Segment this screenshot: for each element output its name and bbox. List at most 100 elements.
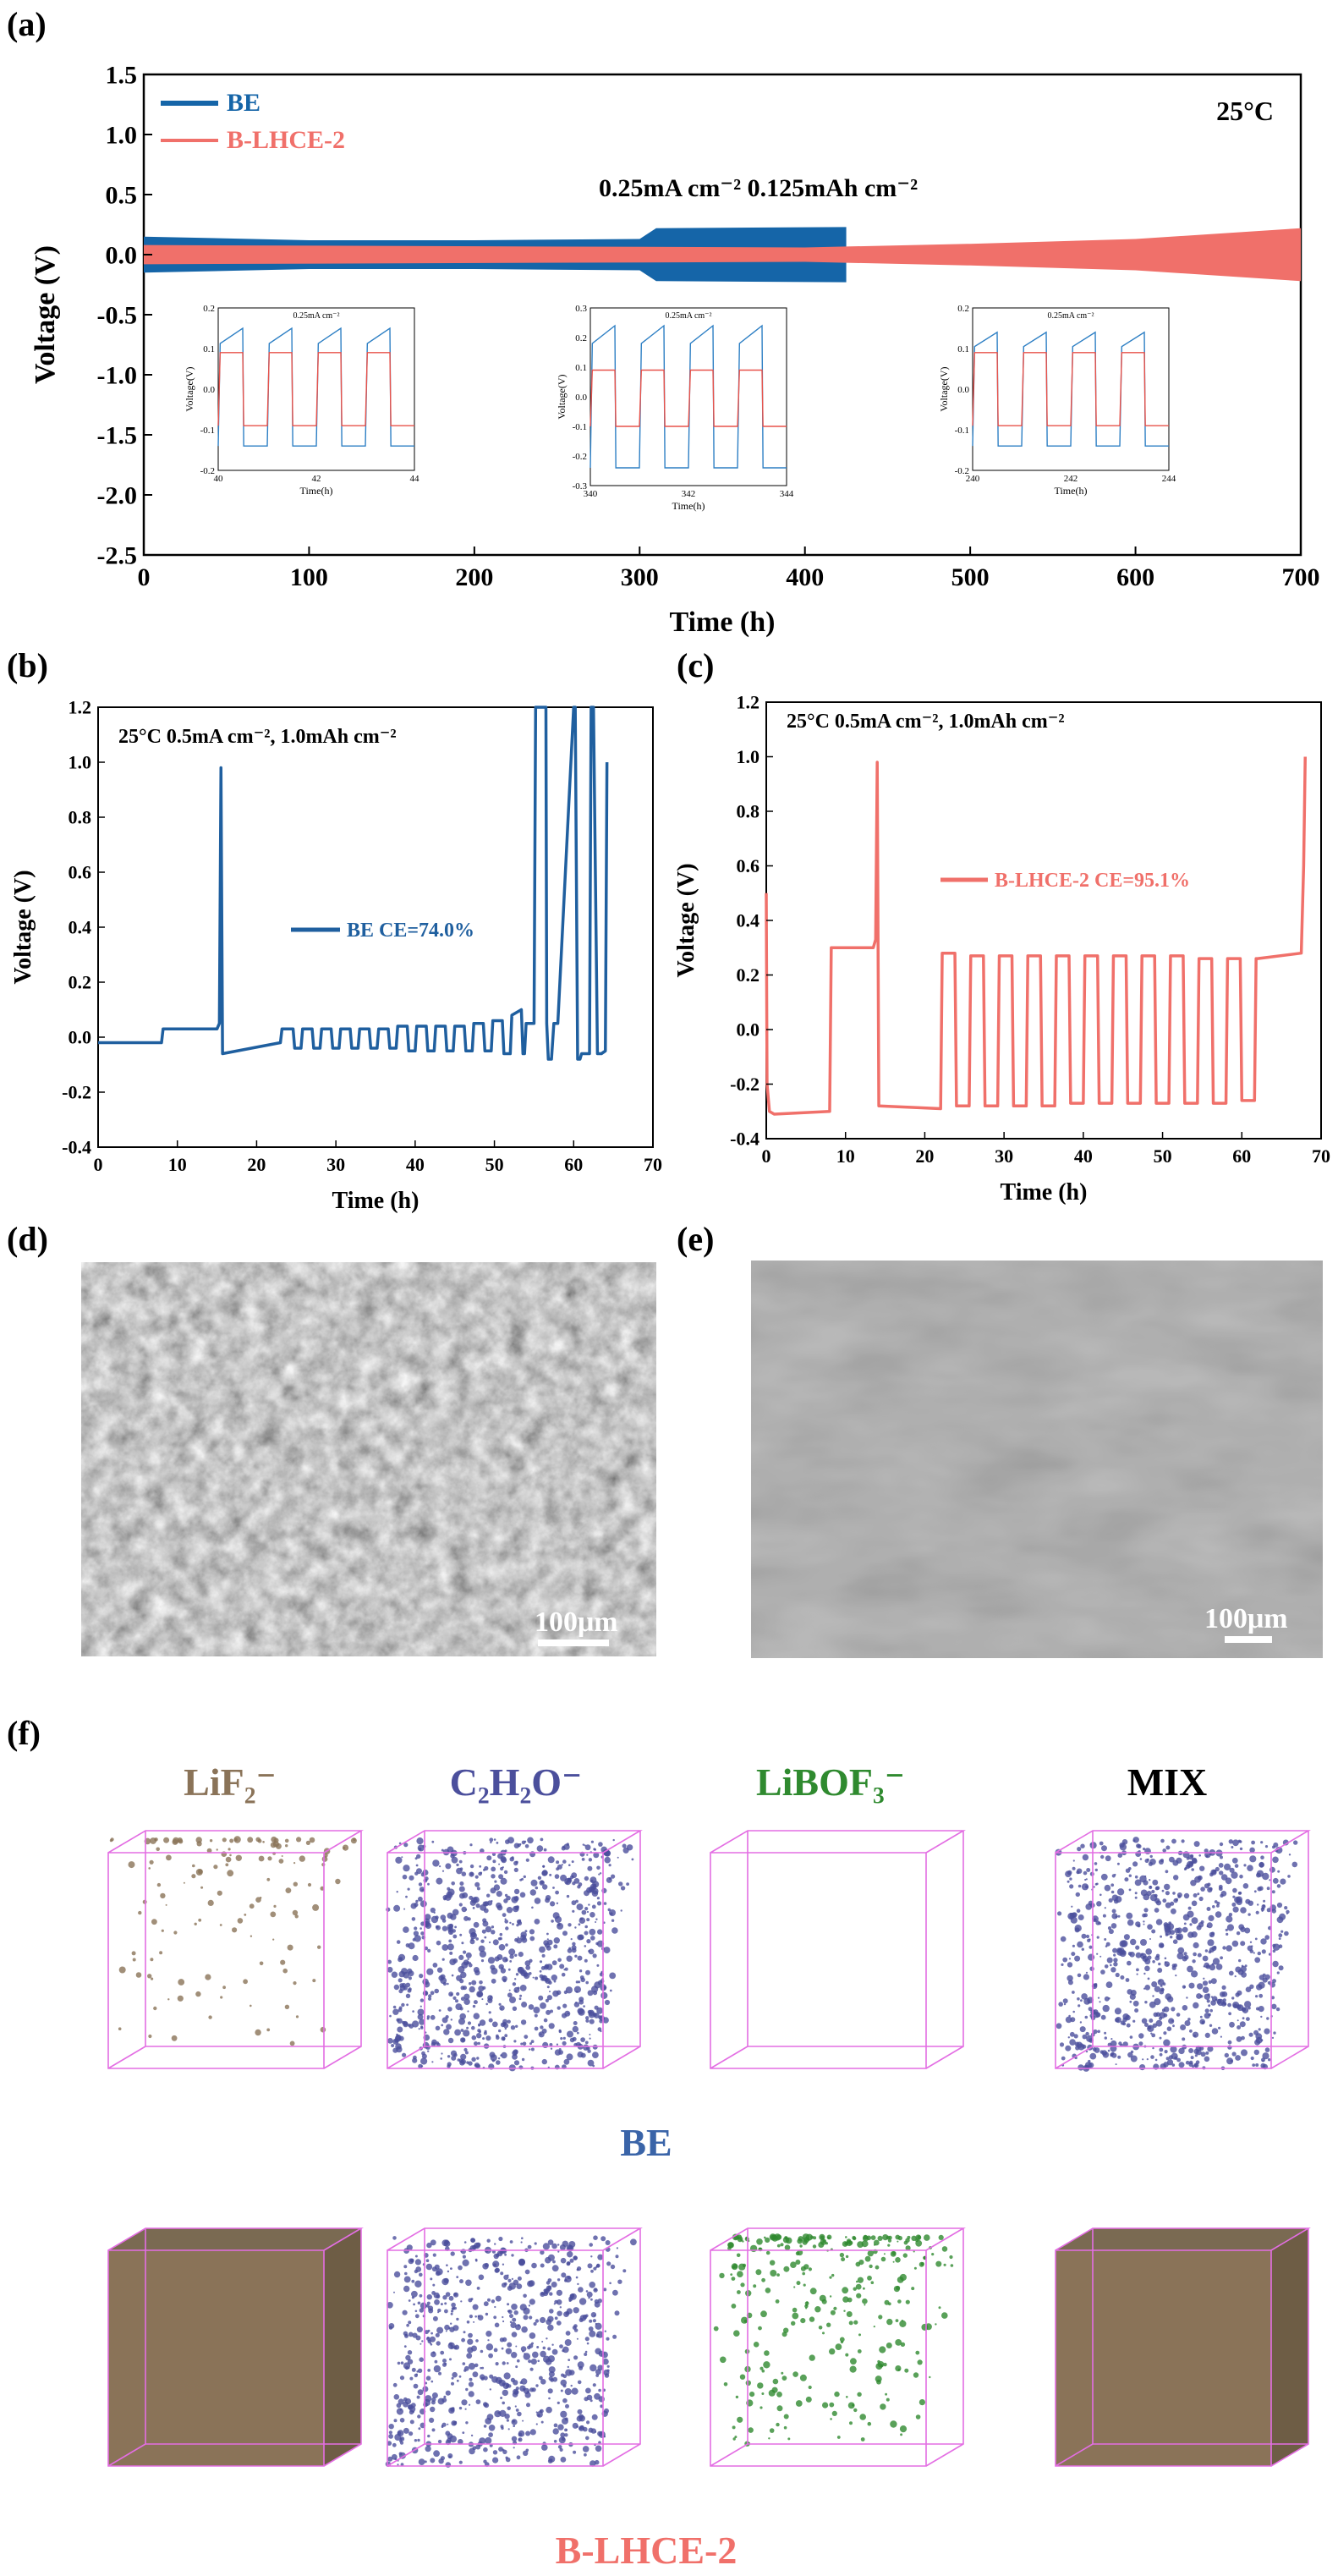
cube-particle xyxy=(1138,2041,1143,2046)
cube-particle xyxy=(597,2299,602,2304)
cube-particle xyxy=(517,2411,522,2417)
cube-particle xyxy=(418,2427,421,2430)
cube-particle xyxy=(604,1999,611,2006)
cube-particle xyxy=(458,2460,463,2464)
cube-particle xyxy=(528,2304,531,2307)
cube-particle xyxy=(1191,1917,1198,1925)
cube-particle xyxy=(546,2406,552,2414)
cube-particle xyxy=(1249,1941,1253,1943)
cube-particle xyxy=(1117,1947,1125,1955)
cube-particle xyxy=(441,1870,445,1872)
cube-particle xyxy=(1159,2047,1164,2052)
cube-particle xyxy=(584,2040,589,2045)
cube-particle xyxy=(605,2240,611,2245)
cube-particle xyxy=(491,2059,496,2062)
cube-particle xyxy=(409,2419,414,2425)
cube-particle xyxy=(568,1947,572,1950)
cube-particle xyxy=(1211,1963,1215,1966)
tof-cube xyxy=(1055,1830,1311,2072)
cube-particle xyxy=(1218,2026,1221,2029)
cube-particle xyxy=(1080,1843,1085,1848)
cube-particle xyxy=(557,1958,562,1963)
cube-particle xyxy=(505,1926,509,1931)
cube-particle xyxy=(425,2446,431,2452)
cube-particle xyxy=(1238,1924,1245,1931)
cube-particle xyxy=(398,2006,403,2010)
cube-particle xyxy=(1152,2046,1154,2050)
cube-particle xyxy=(737,2290,741,2294)
cube-particle xyxy=(1102,2004,1110,2013)
cube-particle xyxy=(1210,1978,1217,1985)
cube-particle xyxy=(564,2388,572,2396)
cube-particle xyxy=(1218,1863,1224,1868)
chart-a-ylabel: Voltage (V) xyxy=(30,245,61,384)
cube-particle xyxy=(1067,1880,1070,1883)
cube-particle xyxy=(737,2236,743,2243)
cube-particle xyxy=(580,2052,586,2058)
cube-particle xyxy=(461,2399,468,2406)
cube-particle xyxy=(573,1878,580,1884)
cube-particle xyxy=(614,2310,620,2316)
cube-particle xyxy=(485,2002,488,2006)
cube-particle xyxy=(858,2333,861,2337)
cube-particle xyxy=(587,2009,592,2014)
inset-y-tick-label: -0.1 xyxy=(955,426,969,436)
cube-particle xyxy=(150,1958,154,1962)
cube-particle xyxy=(1068,1958,1072,1960)
cube-particle xyxy=(552,2428,559,2435)
inset-y-tick-label: 0.3 xyxy=(575,304,587,314)
cube-particle xyxy=(1209,2008,1213,2013)
cube-particle xyxy=(565,2311,570,2315)
cube-particle xyxy=(514,1953,518,1957)
cube-particle xyxy=(1077,1868,1083,1874)
cube-particle xyxy=(483,2459,487,2463)
cube-particle xyxy=(561,1864,563,1866)
cube-particle xyxy=(878,2315,883,2320)
cube-particle xyxy=(537,1876,542,1880)
cube-particle xyxy=(564,2339,572,2346)
cube-particle xyxy=(434,2299,440,2305)
cube-particle xyxy=(569,2037,575,2043)
cube-particle xyxy=(560,2379,568,2387)
cube-particle xyxy=(1104,1884,1111,1892)
cube-particle xyxy=(393,1984,400,1991)
chart-a-series xyxy=(144,227,1301,283)
tof-cubes xyxy=(107,1830,1311,2468)
cube-particle xyxy=(1149,2019,1154,2023)
cube-particle xyxy=(924,2323,932,2331)
cube-particle xyxy=(584,1844,591,1851)
cube-particle xyxy=(887,2244,891,2247)
y-tick-label: -0.4 xyxy=(730,1129,759,1150)
cube-particle xyxy=(493,1838,496,1841)
cube-particle xyxy=(524,1844,529,1848)
cube-particle xyxy=(577,1955,583,1961)
cube-particle xyxy=(1117,1853,1123,1858)
cube-particle xyxy=(846,2396,848,2398)
cube-top-face xyxy=(1056,2228,1308,2250)
cube-particle xyxy=(513,2310,518,2315)
cube-particle xyxy=(262,1841,265,1843)
cube-particle xyxy=(422,2386,429,2392)
cube-particle xyxy=(392,2008,399,2015)
cube-particle xyxy=(723,2382,728,2387)
cube-particle xyxy=(843,2310,846,2312)
cube-particle xyxy=(469,1928,476,1936)
cube-particle xyxy=(506,2419,510,2422)
cube-particle xyxy=(1189,1923,1193,1926)
cube-particle xyxy=(501,2347,504,2350)
cube-particle xyxy=(493,2315,497,2320)
cube-particle xyxy=(292,1909,299,1916)
cube-particle xyxy=(293,1981,297,1986)
cube-particle xyxy=(1176,1892,1182,1898)
cube-particle xyxy=(445,1863,452,1870)
cube-particle xyxy=(151,1919,157,1925)
cube-particle xyxy=(560,2037,563,2040)
cube-particle xyxy=(431,2061,434,2063)
cube-particle xyxy=(467,2338,474,2345)
cube-particle xyxy=(485,2418,492,2425)
cube-particle xyxy=(1199,1865,1205,1871)
cube-particle xyxy=(1236,2036,1242,2042)
cube-particle xyxy=(783,2414,789,2419)
cube-particle xyxy=(1207,2046,1214,2052)
cube-particle xyxy=(899,2320,907,2327)
